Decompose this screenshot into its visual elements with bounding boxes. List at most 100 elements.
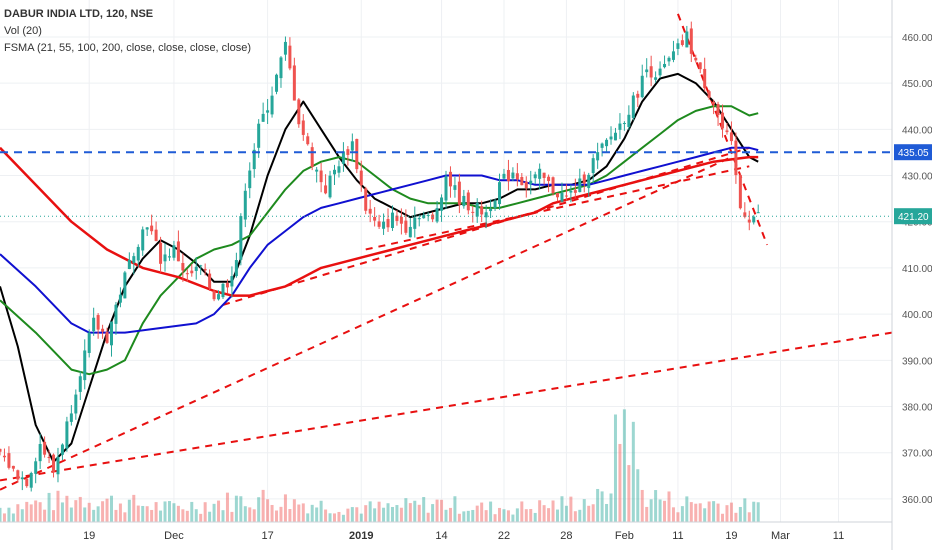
candle-body [225, 282, 229, 288]
volume-bar [680, 506, 684, 522]
candle-body [230, 276, 234, 287]
volume-bar [346, 508, 350, 522]
level-price-text: 435.05 [898, 148, 929, 159]
candle-body [74, 394, 78, 414]
candle-body [685, 31, 689, 48]
volume-bar [208, 511, 212, 522]
candle-body [462, 195, 466, 207]
candle-body [185, 273, 189, 275]
volume-bar [364, 505, 368, 522]
candle-body [515, 173, 519, 180]
volume-bar [78, 496, 82, 522]
legend-volume: Vol (20) [4, 25, 42, 37]
volume-bar [270, 504, 274, 522]
volume-bar [752, 501, 756, 522]
volume-bar [377, 501, 381, 522]
candle-body [69, 413, 73, 422]
candle-body [248, 170, 252, 189]
candle-body [355, 138, 359, 170]
candle-body [252, 149, 256, 170]
volume-bar [756, 502, 760, 522]
volume-bar [319, 500, 323, 522]
date-tick-label: 2019 [349, 530, 373, 542]
volume-bar [288, 509, 292, 522]
candle-body [261, 113, 265, 122]
volume-bar [275, 510, 279, 522]
candle-body [382, 221, 386, 229]
date-tick-label: 28 [560, 530, 572, 542]
candle-body [29, 472, 33, 488]
candle-body [582, 174, 586, 184]
volume-bar [520, 501, 524, 522]
candle-body [275, 74, 279, 92]
candle-body [618, 123, 622, 130]
date-tick-label: 14 [435, 530, 447, 542]
volume-bar [556, 509, 559, 522]
price-tick-label: 440.00 [902, 125, 932, 136]
volume-bar [110, 495, 113, 522]
candle-body [622, 123, 626, 125]
candle-body [689, 28, 693, 54]
candle-body [141, 229, 145, 251]
price-tick-label: 410.00 [902, 264, 932, 275]
volume-bar [0, 507, 2, 522]
volume-bar [96, 506, 100, 522]
candle-body [181, 263, 185, 271]
candle-body [145, 227, 149, 230]
volume-bar [386, 503, 390, 522]
candle-body [426, 214, 430, 216]
candle-body [337, 166, 341, 173]
candle-body [114, 304, 118, 324]
volume-bar [422, 497, 426, 522]
candle-body [613, 132, 617, 141]
volume-bar [373, 508, 377, 522]
price-tick-label: 450.00 [902, 79, 932, 90]
candle-body [350, 141, 354, 151]
candle-body [547, 176, 551, 182]
candle-body [560, 192, 564, 202]
volume-bar [52, 510, 56, 522]
candle-body [564, 195, 568, 197]
last-price-text: 421.20 [898, 212, 929, 223]
volume-bar [221, 510, 225, 522]
candle-body [266, 110, 270, 113]
volume-bar [725, 505, 729, 522]
moving-average-line [0, 146, 759, 297]
candle-body [150, 225, 154, 232]
volume-bar [431, 504, 435, 522]
volume-bar [145, 506, 149, 522]
candle-body [328, 175, 332, 198]
candle-body [239, 216, 243, 260]
candle-body [716, 104, 720, 116]
volume-bar [627, 465, 631, 522]
volume-bar [252, 509, 256, 522]
volume-bar [493, 514, 497, 522]
volume-bar [551, 500, 555, 522]
volume-bar [199, 513, 203, 522]
volume-bar [502, 509, 506, 522]
volume-bar [663, 500, 667, 522]
volume-bar [596, 488, 600, 522]
candle-body [243, 190, 247, 220]
volume-bar [511, 514, 515, 522]
candle-body [645, 69, 649, 73]
candle-body [154, 229, 158, 242]
candle-body [529, 180, 533, 185]
candle-body [712, 101, 716, 105]
volume-bar [181, 509, 185, 522]
volume-bar [74, 500, 78, 522]
candle-body [25, 478, 29, 487]
candle-body [404, 220, 408, 233]
volume-bar [225, 492, 229, 522]
volume-bar [337, 511, 341, 522]
date-tick-label: Mar [771, 530, 790, 542]
moving-average-line [0, 72, 759, 463]
volume-bar [457, 513, 461, 522]
date-tick-label: 11 [672, 530, 683, 542]
candle-body [83, 350, 87, 381]
volume-bar [315, 507, 319, 522]
volume-bar [301, 503, 305, 522]
volume-bar [333, 513, 336, 522]
